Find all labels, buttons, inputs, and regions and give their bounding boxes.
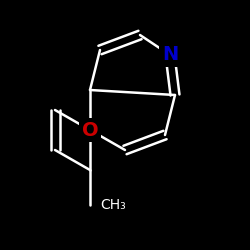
Text: N: N <box>162 46 178 64</box>
Text: O: O <box>82 120 98 140</box>
Text: CH₃: CH₃ <box>100 198 126 212</box>
